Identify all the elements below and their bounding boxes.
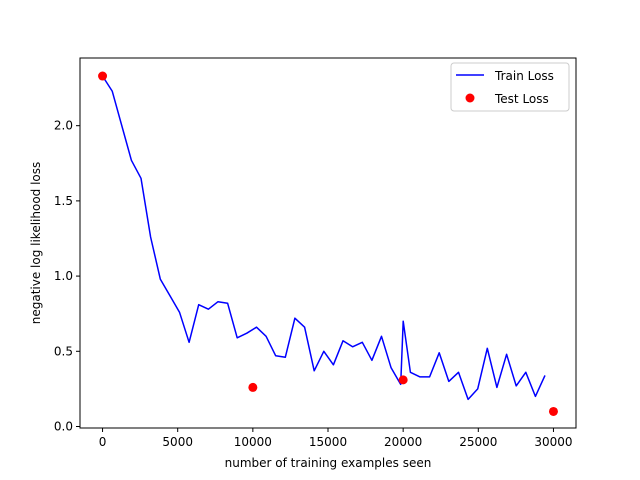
legend-test-loss-swatch bbox=[465, 93, 475, 103]
x-tick-label: 10000 bbox=[234, 435, 272, 449]
y-axis-label: negative log likelihood loss bbox=[29, 162, 43, 325]
x-axis-label: number of training examples seen bbox=[225, 456, 432, 470]
legend-test-loss-label: Test Loss bbox=[494, 92, 549, 106]
plot-area: 0 5000 10000 15000 20000 25000 30000 0.0 0.5 1.0… bbox=[54, 57, 577, 449]
y-tick-label: 0.0 bbox=[54, 419, 73, 433]
x-tick-label: 20000 bbox=[384, 435, 422, 449]
series-layer bbox=[98, 71, 558, 416]
test-loss-point bbox=[398, 375, 408, 385]
x-tick-label: 5000 bbox=[162, 435, 193, 449]
train-loss-line bbox=[101, 75, 546, 401]
y-tick-label: 2.0 bbox=[54, 119, 73, 133]
test-loss-point bbox=[98, 71, 108, 81]
x-tick-label: 25000 bbox=[459, 435, 497, 449]
x-tick-label: 15000 bbox=[309, 435, 347, 449]
test-loss-point bbox=[248, 382, 258, 392]
x-tick-label: 30000 bbox=[534, 435, 572, 449]
y-tick-label: 1.5 bbox=[54, 194, 73, 208]
x-tick-label: 0 bbox=[99, 435, 107, 449]
legend: Train Loss Test Loss bbox=[450, 62, 570, 112]
y-tick-label: 0.5 bbox=[54, 344, 73, 358]
y-axis-ticks: 0.0 0.5 1.0 1.5 2.0 bbox=[54, 119, 80, 433]
x-axis-ticks: 0 5000 10000 15000 20000 25000 30000 bbox=[99, 428, 573, 449]
y-tick-label: 1.0 bbox=[54, 269, 73, 283]
legend-train-loss-label: Train Loss bbox=[494, 69, 554, 83]
test-loss-point bbox=[548, 406, 558, 416]
